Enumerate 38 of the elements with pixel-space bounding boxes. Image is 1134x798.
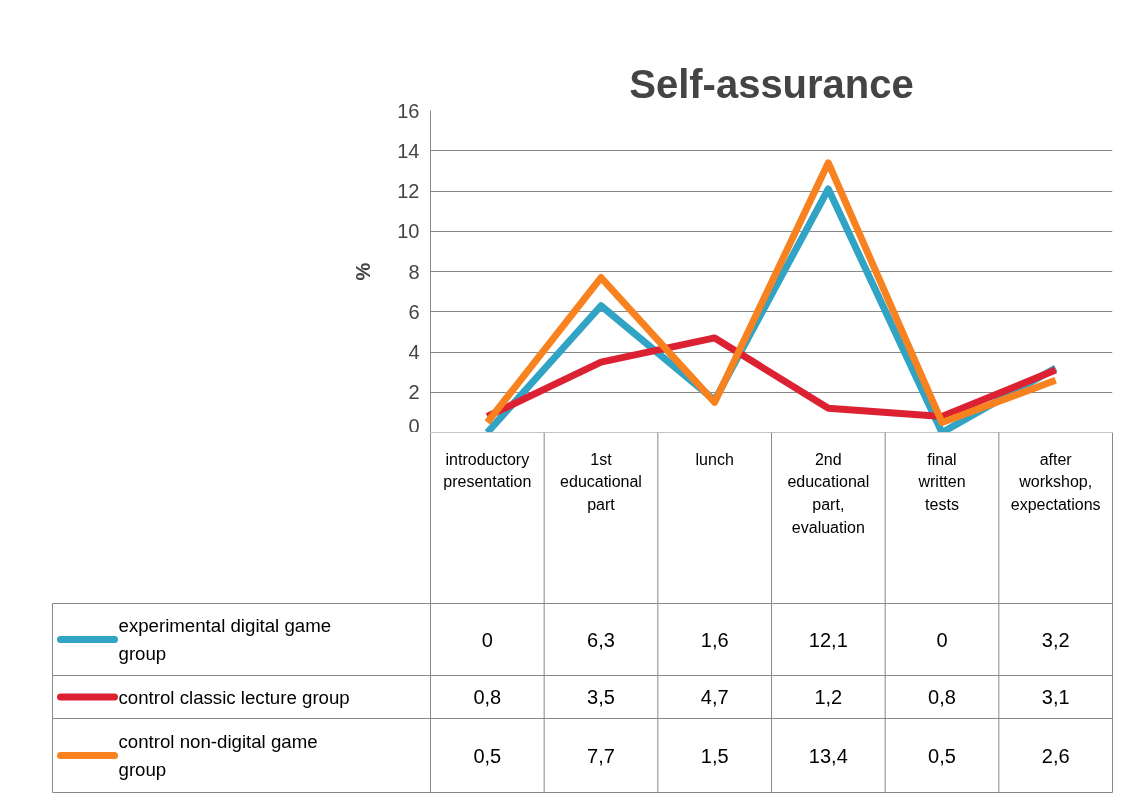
data-label: 2,6 xyxy=(1041,744,1070,767)
data-label: 0,5 xyxy=(473,744,502,767)
y-tick-label: 12 xyxy=(397,180,420,202)
chart-title: Self-assurance xyxy=(629,61,914,106)
data-label: 6,3 xyxy=(587,628,615,651)
legend-label: control classic lecture group xyxy=(118,686,350,708)
data-label: 1,5 xyxy=(700,744,729,767)
data-label: 0 xyxy=(481,628,493,651)
x-tick-label: after workshop, expectations xyxy=(1010,450,1101,514)
data-label: 0,5 xyxy=(928,744,956,767)
y-tick-label: 14 xyxy=(397,139,420,162)
data-label: 3,2 xyxy=(1041,628,1070,651)
y-tick-label: 2 xyxy=(408,381,420,404)
legend-label: experimental digital game group xyxy=(118,615,332,664)
y-axis-title: % xyxy=(352,262,375,281)
y-tick-label: 8 xyxy=(408,260,420,283)
legend-label: control non-digital game group xyxy=(118,731,318,780)
data-label: 0,8 xyxy=(928,686,956,708)
y-tick-label: 6 xyxy=(408,300,420,323)
x-tick-label: introductory presentation xyxy=(443,450,532,491)
y-tick-label: 16 xyxy=(397,99,420,122)
data-label: 0 xyxy=(936,628,948,651)
x-tick-label: lunch xyxy=(695,450,734,468)
y-tick-label: 10 xyxy=(397,220,420,243)
y-tick-label: 4 xyxy=(408,341,420,363)
data-label: 13,4 xyxy=(808,744,848,767)
y-tick-label: 0 xyxy=(408,414,420,437)
data-label: 12,1 xyxy=(808,628,848,651)
x-tick-label: 1st educational part xyxy=(560,450,642,514)
data-label: 3,5 xyxy=(587,686,615,708)
data-label: 4,7 xyxy=(700,686,729,708)
data-label: 3,1 xyxy=(1041,686,1070,708)
x-tick-label: 2nd educational part, evaluation xyxy=(787,450,870,537)
data-label: 1,6 xyxy=(700,628,729,651)
data-label: 0,8 xyxy=(473,686,502,708)
data-label: 7,7 xyxy=(587,744,615,767)
x-tick-label: final written tests xyxy=(917,450,966,514)
data-label: 1,2 xyxy=(814,686,843,708)
